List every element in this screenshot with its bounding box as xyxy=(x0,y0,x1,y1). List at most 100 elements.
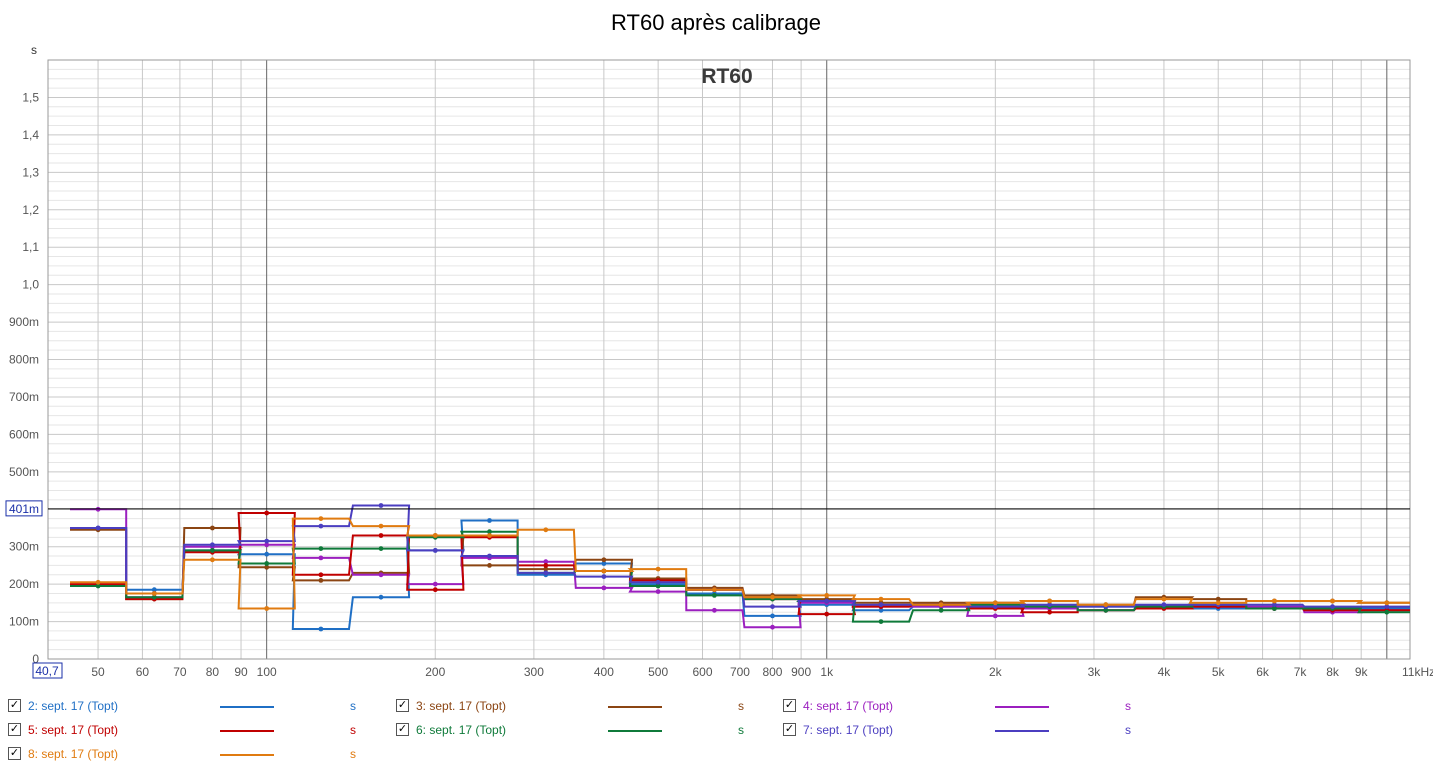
legend-swatch xyxy=(608,706,662,708)
legend-item[interactable]: ✓ 7: sept. 17 (Topt) s xyxy=(783,720,1163,740)
x-tick-label: 700 xyxy=(730,665,750,679)
legend-checkbox[interactable]: ✓ xyxy=(396,723,409,736)
data-point xyxy=(318,555,324,561)
legend-label: 8: sept. 17 (Topt) xyxy=(28,747,119,761)
data-point xyxy=(487,553,492,559)
data-point xyxy=(543,563,549,568)
data-point xyxy=(601,585,607,591)
x-tick-label: 60 xyxy=(136,665,150,679)
x-tick-label: 90 xyxy=(234,665,248,679)
data-point xyxy=(543,527,549,533)
data-point xyxy=(878,602,884,608)
y-axis-unit: s xyxy=(31,43,37,57)
data-point xyxy=(770,604,775,609)
data-point xyxy=(264,564,270,570)
data-point xyxy=(95,579,101,585)
data-point xyxy=(824,611,830,617)
data-point xyxy=(264,551,270,557)
x-tick-label: 8k xyxy=(1326,665,1340,679)
data-point xyxy=(210,525,215,531)
x-tick-label: 500 xyxy=(648,665,668,679)
x-tick-label: 70 xyxy=(173,665,187,679)
data-point xyxy=(1103,607,1109,613)
legend-unit: s xyxy=(350,723,356,737)
legend-checkbox[interactable]: ✓ xyxy=(783,699,796,712)
legend-unit: s xyxy=(1125,699,1131,713)
data-point xyxy=(487,533,492,538)
legend-checkbox[interactable]: ✓ xyxy=(8,699,21,712)
legend-label: 4: sept. 17 (Topt) xyxy=(803,699,894,713)
y-tick-label: 1,0 xyxy=(22,278,39,292)
legend-item[interactable]: ✓ 4: sept. 17 (Topt) s xyxy=(783,696,1163,716)
legend-checkbox[interactable]: ✓ xyxy=(783,723,796,736)
legend-swatch xyxy=(995,706,1049,708)
data-point xyxy=(712,593,717,598)
data-point xyxy=(210,557,215,563)
y-tick-label: 0 xyxy=(32,652,39,666)
legend-swatch xyxy=(608,730,662,732)
legend-label: 3: sept. 17 (Topt) xyxy=(416,699,507,713)
x-tick-label: 3k xyxy=(1088,665,1102,679)
legend-item[interactable]: ✓ 2: sept. 17 (Topt) s xyxy=(8,696,388,716)
data-point xyxy=(655,589,661,594)
x-start-label: 40,7 xyxy=(35,664,59,678)
series-line xyxy=(70,517,1410,610)
x-tick-label: 80 xyxy=(206,665,220,679)
rt60-chart: RT60 après calibrage s 0100m200m300m400m… xyxy=(5,10,1433,679)
x-start-box xyxy=(32,662,63,679)
y-tick-label: 200m xyxy=(9,577,39,591)
data-point xyxy=(1215,600,1221,606)
data-point xyxy=(655,566,661,572)
x-tick-label: 1k xyxy=(820,665,834,679)
y-tick-label: 500m xyxy=(9,465,39,479)
data-point xyxy=(878,596,884,602)
data-point xyxy=(601,561,607,566)
data-point xyxy=(318,516,324,521)
x-tick-label: 7k xyxy=(1294,665,1308,679)
data-point xyxy=(601,568,607,574)
plot-inner-title: RT60 xyxy=(701,65,752,88)
data-point xyxy=(318,572,324,578)
data-point xyxy=(95,525,101,531)
data-point xyxy=(878,619,884,624)
legend-unit: s xyxy=(738,699,744,713)
legend-checkbox[interactable]: ✓ xyxy=(396,699,409,712)
y-tick-label: 800m xyxy=(9,353,39,367)
data-point xyxy=(1047,609,1052,615)
y-tick-label: 1,2 xyxy=(22,203,39,217)
series-group xyxy=(70,503,1410,632)
legend-checkbox[interactable]: ✓ xyxy=(8,747,21,760)
data-point xyxy=(487,518,492,523)
data-point xyxy=(938,607,944,613)
data-point xyxy=(1330,604,1335,609)
data-point xyxy=(1272,606,1277,611)
data-point xyxy=(210,542,215,548)
legend-item[interactable]: ✓ 6: sept. 17 (Topt) s xyxy=(396,720,776,740)
legend-checkbox[interactable]: ✓ xyxy=(8,723,21,736)
cursor-line-group[interactable]: 401m xyxy=(5,500,1410,517)
data-point xyxy=(432,533,438,538)
data-point xyxy=(318,523,324,529)
legend-label: 5: sept. 17 (Topt) xyxy=(28,723,119,737)
data-point xyxy=(378,523,384,529)
x-tick-label: 9k xyxy=(1355,665,1369,679)
y-tick-label: 1,1 xyxy=(22,240,39,254)
data-point xyxy=(151,591,157,596)
y-tick-label: 1,3 xyxy=(22,165,39,179)
data-point xyxy=(543,559,549,565)
data-point xyxy=(378,594,384,600)
data-point xyxy=(1384,609,1390,615)
data-point xyxy=(824,598,830,604)
chart-title: RT60 après calibrage xyxy=(611,10,821,35)
legend-item[interactable]: ✓ 8: sept. 17 (Topt) s xyxy=(8,744,388,764)
x-tick-label: 4k xyxy=(1158,665,1172,679)
data-point xyxy=(601,574,607,579)
data-point xyxy=(1103,602,1109,608)
legend-item[interactable]: ✓ 3: sept. 17 (Topt) s xyxy=(396,696,776,716)
legend-label: 2: sept. 17 (Topt) xyxy=(28,699,119,713)
legend-swatch xyxy=(220,706,274,708)
data-point xyxy=(1272,602,1277,608)
data-point xyxy=(1161,596,1167,602)
legend-item[interactable]: ✓ 5: sept. 17 (Topt) s xyxy=(8,720,388,740)
data-point xyxy=(432,581,438,587)
